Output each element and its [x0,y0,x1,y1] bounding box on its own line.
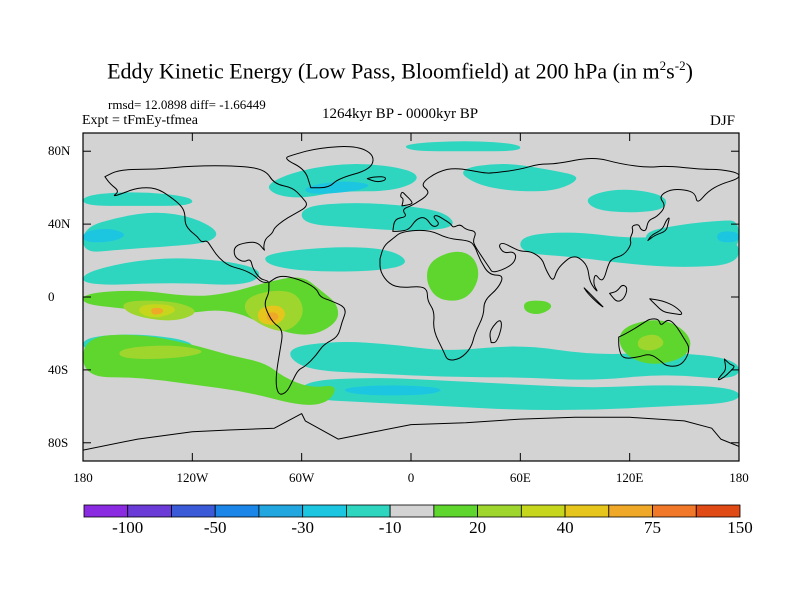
anomaly-region-siberia [463,164,577,192]
colorbar-swatch [608,504,653,518]
colorbar-swatch [171,504,216,518]
anomaly-region-equatorial-pacific [83,258,260,285]
coastline-new-guinea [649,298,683,315]
anomaly-region-north-pacific [83,212,217,252]
title-text: Eddy Kinetic Energy (Low Pass, Bloomfiel… [107,58,660,84]
stats-label: rmsd= 12.0898 diff= -1.66449 [108,97,266,112]
colorbar-swatch [433,504,478,518]
anomaly-region-australia-core [637,334,664,351]
colorbar-swatch [652,504,697,518]
coastlines [83,146,739,451]
colorbar-label: 40 [556,518,574,537]
lat-tick-label: 40S [48,361,69,377]
coastline-uk [400,191,413,207]
colorbar-swatch [258,504,304,518]
anomaly-region-pacific-max [151,307,164,315]
anomaly-region-south-band-atlantic [290,341,739,380]
coastline-sumatra [583,287,604,308]
colorbar-label: 75 [644,518,662,537]
axis-ticks [82,133,740,461]
title-sup-2: -2 [674,58,686,73]
anomaly-region-arctic-strip [405,141,521,152]
coastline-north-america [104,165,307,283]
lon-tick-label: 180 [73,470,93,485]
coastline-new-zealand [717,358,735,381]
colorbar-swatch [214,504,260,518]
lat-tick-label: 0 [48,289,55,304]
coastline-greenland [286,146,374,189]
lon-tick-label: 120E [615,470,644,485]
colorbar-swatch [389,504,435,518]
coastline-africa [379,229,503,361]
colorbar-label: -100 [112,518,144,537]
colorbar-swatch [695,504,741,518]
colorbar-label: 20 [469,518,487,537]
anomaly-region-sahara-band [265,247,405,272]
colorbar-swatch [302,504,347,518]
anomaly-region-indian-ocean [524,300,552,314]
lat-tick-label: 80N [48,143,71,159]
anomaly-region-south-core [344,385,441,396]
colorbar-label: -30 [291,518,314,537]
title-close: ) [685,58,693,84]
coastline-iceland [366,176,386,183]
anomaly-region-north-pacific-band [83,192,193,206]
colorbar [83,504,741,518]
title-unit: s [666,58,675,84]
anomaly-regions [83,141,739,410]
anomaly-region-east-asia [587,189,667,213]
anomaly-region-india-pacific [520,232,739,267]
lon-tick-label: 60E [509,470,531,485]
colorbar-label: -50 [203,518,227,537]
colorbar-label: -10 [378,518,402,537]
plot-title: Eddy Kinetic Energy (Low Pass, Bloomfiel… [0,58,800,84]
coastline-eurasia [392,158,739,292]
lon-tick-label: 60W [289,470,315,485]
anomaly-region-south-america-max [266,312,279,322]
colorbar-swatch [127,504,172,518]
coastline-japan [647,217,670,241]
coastline-south-america [264,275,346,395]
lon-tick-label: 180 [729,470,749,485]
lat-tick-label: 40N [48,216,71,232]
colorbar-label: 150 [727,518,753,537]
coastline-borneo [609,284,628,302]
lon-tick-label: 120W [176,470,209,485]
season-label: DJF [710,113,736,129]
title-sup-1: 2 [659,58,667,73]
coastline-antarctica [83,413,739,451]
anomaly-region-south-pacific-core [119,345,202,359]
colorbar-swatch [520,504,566,518]
coastline-madagascar [489,320,502,344]
period-label: 1264kyr BP - 0000kyr BP [321,106,479,122]
colorbar-swatch [83,504,129,518]
colorbar-swatch [564,504,610,518]
lat-tick-label: 80S [48,434,69,450]
anomaly-region-atlantic-core [305,181,369,194]
anomaly-region-north-pacific-east-core [717,231,739,243]
anomaly-region-africa [427,251,479,301]
lon-tick-label: 0 [407,470,415,485]
colorbar-swatch [345,504,391,518]
colorbar-swatch [477,504,522,518]
anomaly-region-europe [301,203,453,231]
coastline-australia [618,318,690,367]
anomaly-region-north-pacific-core [83,229,124,243]
experiment-label: Expt = tFmEy-tfmea [82,113,198,128]
